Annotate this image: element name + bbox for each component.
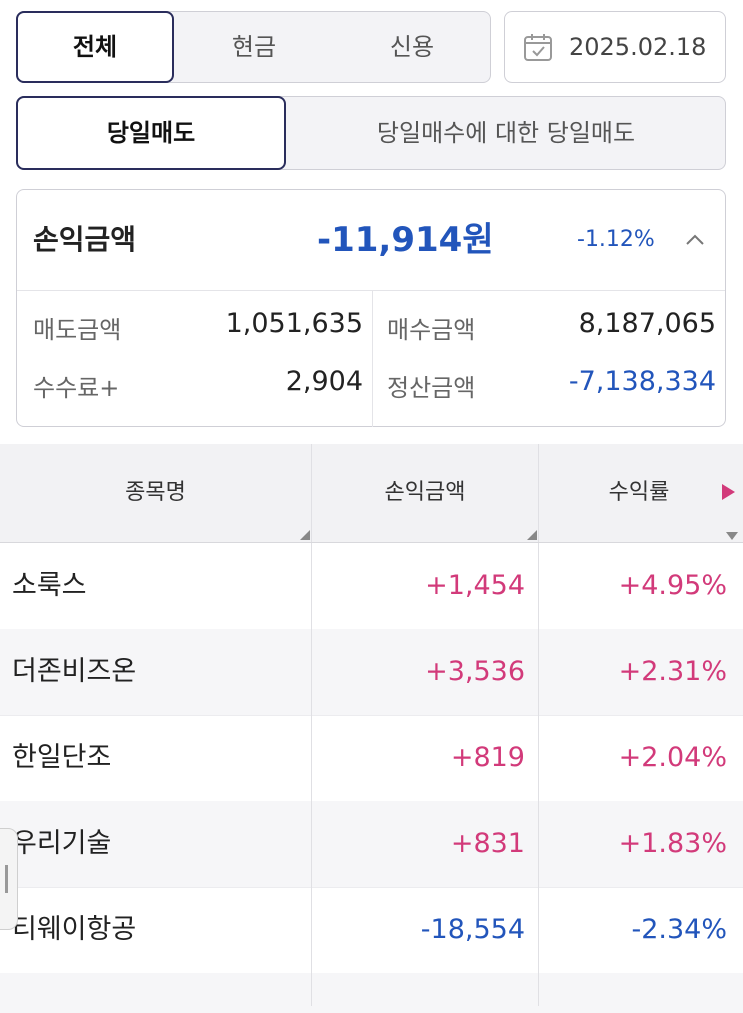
table-row[interactable] <box>0 973 743 1013</box>
header-separator <box>311 444 312 542</box>
sell-amount-value: 1,051,635 <box>225 308 363 339</box>
summary-rate: -1.12% <box>577 227 655 252</box>
header-return-rate[interactable]: 수익률 <box>608 480 670 505</box>
settlement-row: 정산금액 <box>387 368 475 403</box>
settlement-value: -7,138,334 <box>568 366 716 397</box>
profit-amount: +1,454 <box>425 570 525 601</box>
date-value: 2025.02.18 <box>569 33 707 61</box>
tab-all[interactable]: 전체 <box>16 11 174 83</box>
trade-mode-filter: 당일매도 당일매수에 대한 당일매도 <box>16 96 726 170</box>
return-rate: -2.34% <box>631 914 727 945</box>
tab-credit[interactable]: 신용 <box>389 33 435 61</box>
return-rate: +2.04% <box>618 742 727 773</box>
calendar-icon <box>524 34 552 61</box>
summary-amount: -11,914원 <box>317 220 494 260</box>
profit-amount: +3,536 <box>425 656 525 687</box>
tab-cash[interactable]: 현금 <box>231 33 277 61</box>
account-type-filter: 전체 현금 신용 <box>16 11 491 83</box>
stock-name: 티웨이항공 <box>12 914 137 945</box>
summary-divider <box>372 290 373 427</box>
profit-summary-card: 손익금액 -11,914원 -1.12% 매도금액 1,051,635 매수금액… <box>16 189 726 427</box>
table-header: 종목명 손익금액 수익률 <box>0 444 743 543</box>
date-picker[interactable]: 2025.02.18 <box>504 11 726 83</box>
resize-corner-icon <box>527 530 537 540</box>
buy-amount-label: 매수금액 <box>387 316 476 344</box>
table-row[interactable]: 더존비즈온 +3,536 +2.31% <box>0 629 743 716</box>
profit-amount: +819 <box>450 742 525 773</box>
tab-same-day-sell[interactable]: 당일매도 <box>16 96 286 170</box>
summary-header[interactable]: 손익금액 -11,914원 -1.12% <box>17 190 725 291</box>
profit-amount: -18,554 <box>420 914 525 945</box>
stock-name: 더존비즈온 <box>12 656 137 687</box>
header-stock-name[interactable]: 종목명 <box>125 480 186 505</box>
table-row[interactable]: 소룩스 +1,454 +4.95% <box>0 543 743 630</box>
profit-amount: +831 <box>450 828 525 859</box>
table-row[interactable]: 우리기술 +831 +1.83% <box>0 801 743 888</box>
header-separator <box>538 444 539 542</box>
return-rate: +4.95% <box>618 570 727 601</box>
return-rate: +1.83% <box>618 828 727 859</box>
stock-name: 한일단조 <box>12 742 112 773</box>
stock-name: 소룩스 <box>12 570 87 601</box>
summary-label: 손익금액 <box>33 223 137 256</box>
buy-amount-row: 매수금액 <box>387 310 475 345</box>
sell-amount-row: 매도금액 <box>33 310 121 345</box>
resize-corner-icon <box>300 530 310 540</box>
tab-same-day-buy-sell[interactable]: 당일매수에 대한 당일매도 <box>376 119 636 147</box>
scroll-right-icon[interactable] <box>722 484 735 500</box>
handle-grip-icon <box>5 865 8 893</box>
fee-row: 수수료+ <box>33 368 119 403</box>
edge-panel-handle[interactable] <box>0 828 18 930</box>
sell-amount-label: 매도금액 <box>33 316 122 344</box>
table-row[interactable]: 한일단조 +819 +2.04% <box>0 715 743 802</box>
fee-value: 2,904 <box>285 366 363 397</box>
fee-label: 수수료+ <box>33 374 120 402</box>
stock-name: 우리기술 <box>12 828 112 859</box>
buy-amount-value: 8,187,065 <box>578 308 716 339</box>
chevron-down-icon <box>726 532 738 540</box>
column-divider <box>311 543 312 1006</box>
settlement-label: 정산금액 <box>387 374 476 402</box>
return-rate: +2.31% <box>618 656 727 687</box>
header-profit-amount[interactable]: 손익금액 <box>384 480 466 505</box>
column-divider <box>538 543 539 1006</box>
chevron-up-icon[interactable] <box>685 230 705 250</box>
table-row[interactable]: 티웨이항공 -18,554 -2.34% <box>0 887 743 974</box>
